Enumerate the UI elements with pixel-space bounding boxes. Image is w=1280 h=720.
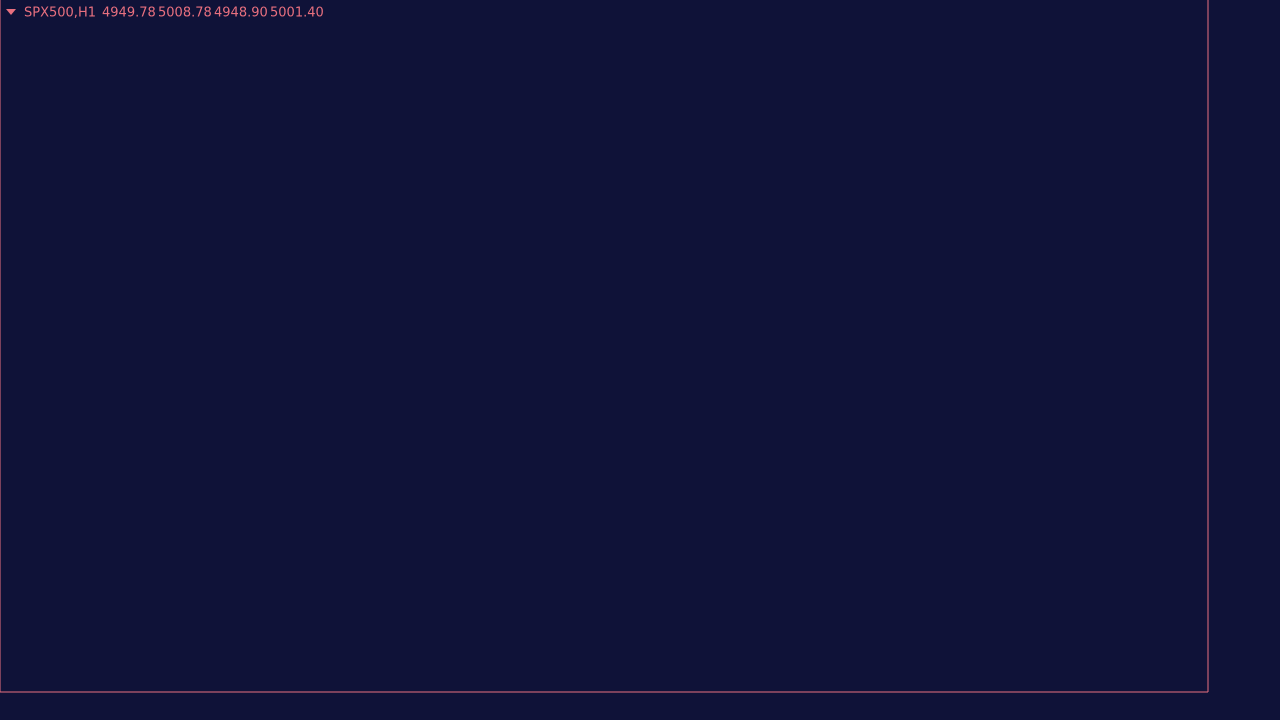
close-label: 5001.40 [270,6,324,21]
high-label: 5008.78 [158,6,212,21]
low-label: 4948.90 [214,6,268,21]
symbol-label: SPX500,H1 [24,6,96,21]
collapse-icon[interactable] [6,9,16,15]
header: SPX500,H1 4949.78 5008.78 4948.90 5001.4… [6,6,324,21]
open-label: 4949.78 [102,6,156,21]
